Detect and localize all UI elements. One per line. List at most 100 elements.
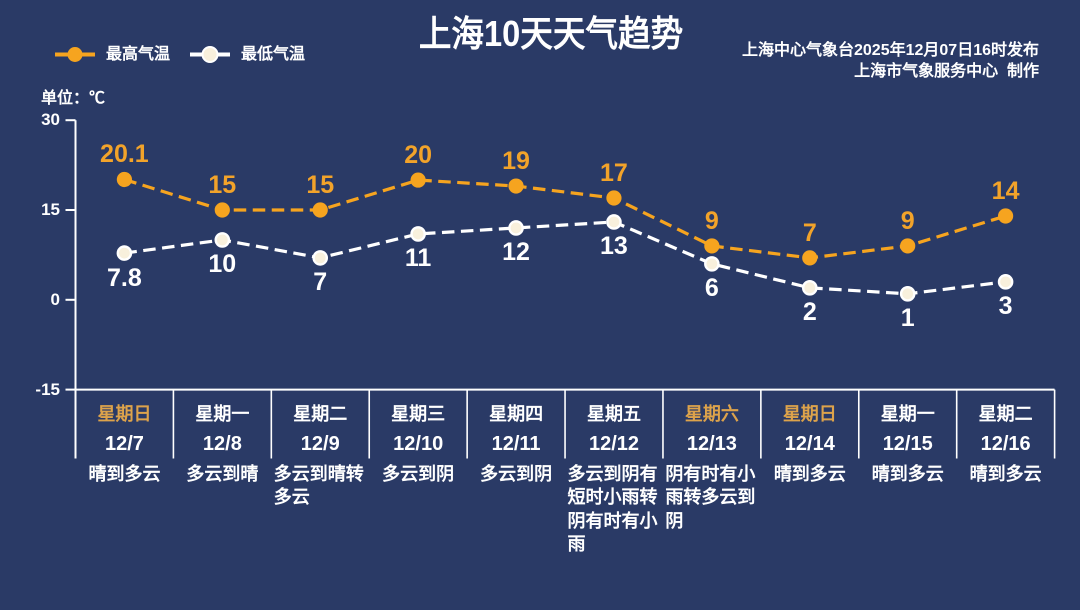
low-temp-value: 7.8	[107, 263, 142, 292]
low-temp-value: 2	[802, 298, 817, 327]
low-temp-value: 7	[313, 268, 328, 297]
day-name: 星期五	[587, 403, 641, 424]
low-temp-value: 12	[502, 238, 530, 267]
weather-text: 多云到阴	[467, 463, 565, 487]
low-temp-value: 1	[900, 304, 915, 333]
weather-text-inner: 多云到阴	[382, 463, 455, 484]
forecast-column: 星期二 12/9 多云到晴转多云	[271, 390, 369, 610]
high-temp-value: 15	[208, 171, 237, 199]
low-temp-point	[410, 226, 426, 242]
date-label: 12/10	[393, 432, 444, 455]
publisher-info: 上海中心气象台2025年12月07日16时发布 上海市气象服务中心 制作	[742, 41, 1039, 82]
weather-text-inner: 阴有时有小雨转多云到阴	[665, 463, 756, 531]
high-temp-value: 20	[404, 141, 433, 170]
low-temp-value: 3	[998, 292, 1013, 321]
high-temp-value: 9	[900, 206, 915, 235]
day-name: 星期六	[684, 403, 739, 424]
high-temp-value: 19	[502, 147, 530, 176]
high-temp-value: 20.1	[100, 140, 149, 169]
low-temp-value: 11	[404, 244, 432, 273]
day-name: 星期日	[782, 403, 837, 424]
legend-high-label: 最高气温	[106, 46, 171, 63]
high-temp-point	[410, 172, 426, 188]
legend-low-label: 最低气温	[241, 46, 306, 63]
weather-text: 多云到晴	[173, 463, 271, 487]
low-temp-point	[801, 280, 818, 296]
date-label: 12/13	[686, 432, 737, 455]
low-temp-point	[116, 245, 133, 261]
day-name: 星期二	[293, 403, 348, 424]
high-temp-point	[900, 238, 916, 254]
forecast-column: 星期一 12/15 晴到多云	[859, 390, 957, 610]
high-temp-value: 9	[704, 206, 719, 235]
date-label: 12/9	[300, 432, 340, 455]
y-axis-label: 30	[41, 110, 60, 130]
date-label: 12/12	[588, 432, 640, 455]
high-temp-value: 7	[802, 218, 817, 247]
date-label: 12/16	[980, 432, 1031, 455]
weather-text-inner: 晴到多云	[871, 463, 944, 484]
high-temp-point	[508, 178, 524, 194]
date-label: 12/7	[104, 432, 144, 455]
forecast-column: 星期一 12/8 多云到晴	[173, 390, 271, 610]
unit-label: 单位：℃	[41, 90, 106, 107]
forecast-column: 星期日 12/7 晴到多云	[76, 390, 174, 610]
date-label: 12/15	[882, 432, 933, 455]
high-temp-value: 15	[306, 171, 335, 199]
low-temp-value: 6	[704, 274, 719, 303]
day-name: 星期一	[195, 403, 250, 424]
day-name: 星期二	[978, 403, 1033, 424]
low-temp-point	[606, 214, 622, 230]
low-temp-point	[214, 232, 231, 248]
high-temp-point	[704, 238, 720, 254]
high-temp-point	[214, 202, 230, 218]
weather-text-inner: 多云到晴	[186, 463, 259, 484]
low-temp-marker-icon	[190, 46, 230, 63]
low-temp-point	[899, 286, 916, 302]
weather-text: 多云到阴有短时小雨转阴有时有小雨	[565, 463, 663, 557]
y-axis-label: -15	[35, 379, 60, 399]
high-temp-value: 14	[991, 176, 1020, 205]
publisher-line-2: 上海市气象服务中心 制作	[854, 62, 1039, 80]
high-temp-point	[997, 208, 1014, 224]
date-label: 12/8	[202, 432, 242, 455]
low-temp-value: 10	[208, 250, 237, 279]
high-temp-point	[312, 202, 328, 218]
legend-item-low-temp: 最低气温	[190, 45, 305, 64]
day-name: 星期日	[97, 403, 152, 424]
weather-text: 晴到多云	[859, 463, 957, 487]
weather-text-inner: 晴到多云	[773, 463, 846, 484]
low-temp-point	[997, 274, 1014, 290]
low-temp-point	[312, 250, 329, 266]
low-temp-value: 13	[600, 232, 628, 261]
date-label: 12/11	[491, 432, 541, 455]
weather-text-inner: 多云到阴有短时小雨转阴有时有小雨	[567, 463, 658, 555]
high-temp-point	[116, 171, 132, 188]
y-axis-label: 15	[41, 200, 60, 219]
low-temp-point	[704, 256, 720, 272]
forecast-column: 星期四 12/11 多云到阴	[467, 390, 565, 610]
day-name: 星期三	[391, 403, 446, 424]
high-temp-point	[606, 190, 622, 206]
high-temp-point	[802, 250, 818, 266]
weather-text-inner: 多云到阴	[480, 463, 553, 484]
y-axis-label: 0	[50, 289, 60, 309]
forecast-column: 星期日 12/14 晴到多云	[761, 390, 859, 610]
page-title: 上海10天天气趋势	[418, 13, 684, 54]
publisher-line-1: 上海中心气象台2025年12月07日16时发布	[742, 42, 1039, 59]
high-temp-value: 17	[600, 159, 628, 188]
forecast-column: 星期五 12/12 多云到阴有短时小雨转阴有时有小雨	[565, 390, 663, 610]
low-temp-line	[124, 220, 1006, 296]
forecast-column: 星期六 12/13 阴有时有小雨转多云到阴	[663, 390, 761, 610]
low-temp-point	[508, 220, 524, 236]
weather-text-inner: 晴到多云	[969, 463, 1042, 484]
high-temp-marker-icon	[55, 47, 95, 62]
weather-text: 晴到多云	[957, 463, 1055, 487]
weather-text: 阴有时有小雨转多云到阴	[663, 463, 761, 534]
weather-text: 晴到多云	[76, 463, 174, 487]
weather-text-inner: 多云到晴转多云	[273, 463, 364, 508]
day-name: 星期四	[489, 403, 544, 424]
day-name: 星期一	[880, 403, 935, 424]
